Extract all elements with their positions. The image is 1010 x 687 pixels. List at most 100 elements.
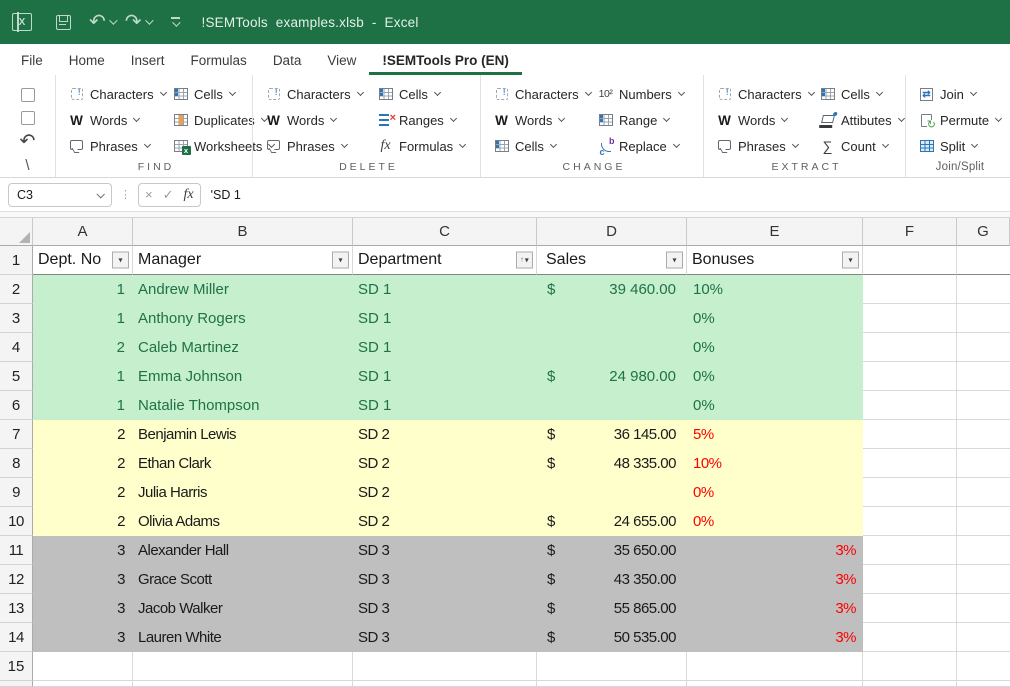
empty-cell[interactable] bbox=[863, 594, 957, 623]
change-replace-button[interactable]: Replace bbox=[593, 133, 688, 159]
department-cell[interactable]: SD 3 bbox=[353, 536, 537, 565]
empty-cell[interactable] bbox=[957, 507, 1010, 536]
empty-cell[interactable] bbox=[353, 681, 537, 687]
department-cell[interactable]: SD 1 bbox=[353, 362, 537, 391]
manager-cell[interactable]: Grace Scott bbox=[133, 565, 353, 594]
bonus-cell[interactable]: 0% bbox=[687, 478, 863, 507]
dept-no-cell[interactable]: 1 bbox=[33, 304, 133, 333]
empty-cell[interactable] bbox=[863, 478, 957, 507]
undo-button[interactable]: ↶ bbox=[89, 7, 118, 37]
bonus-cell[interactable]: 0% bbox=[687, 333, 863, 362]
bonus-cell[interactable]: 5% bbox=[687, 420, 863, 449]
cancel-icon[interactable]: × bbox=[145, 187, 153, 202]
manager-cell[interactable]: Emma Johnson bbox=[133, 362, 353, 391]
empty-cell[interactable] bbox=[957, 246, 1010, 275]
extract-cells-button[interactable]: Cells bbox=[815, 81, 908, 107]
extract-attibutes-button[interactable]: Attibutes bbox=[815, 107, 908, 133]
empty-cell[interactable] bbox=[863, 652, 957, 681]
formula-input[interactable]: 'SD 1 bbox=[210, 187, 241, 202]
change-words-button[interactable]: W Words bbox=[489, 107, 593, 133]
row-header[interactable]: 12 bbox=[0, 565, 33, 594]
empty-cell[interactable] bbox=[353, 652, 537, 681]
sales-cell[interactable] bbox=[537, 333, 687, 362]
bonus-cell[interactable]: 10% bbox=[687, 275, 863, 304]
backslash-button[interactable]: \ bbox=[0, 154, 55, 178]
sales-cell[interactable]: $36 145.00 bbox=[537, 420, 687, 449]
manager-cell[interactable]: Natalie Thompson bbox=[133, 391, 353, 420]
row-header[interactable]: 2 bbox=[0, 275, 33, 304]
dept-no-cell[interactable]: 2 bbox=[33, 420, 133, 449]
row-header[interactable]: 8 bbox=[0, 449, 33, 478]
bonus-cell[interactable]: 3% bbox=[687, 623, 863, 652]
manager-header-cell[interactable]: Manager bbox=[133, 246, 353, 275]
row-header[interactable]: 13 bbox=[0, 594, 33, 623]
dept-no-cell[interactable]: 2 bbox=[33, 507, 133, 536]
row-header[interactable]: 9 bbox=[0, 478, 33, 507]
dept-no-cell[interactable]: 3 bbox=[33, 536, 133, 565]
manager-cell[interactable]: Jacob Walker bbox=[133, 594, 353, 623]
tab-semtools-pro[interactable]: !SEMTools Pro (EN) bbox=[369, 47, 522, 75]
column-header-e[interactable]: E bbox=[687, 218, 863, 246]
empty-cell[interactable] bbox=[957, 478, 1010, 507]
delete-characters-button[interactable]: Characters bbox=[261, 81, 373, 107]
change-numbers-button[interactable]: 10² Numbers bbox=[593, 81, 688, 107]
empty-cell[interactable] bbox=[957, 536, 1010, 565]
column-header-f[interactable]: F bbox=[863, 218, 957, 246]
tab-insert[interactable]: Insert bbox=[130, 53, 165, 68]
sales-cell[interactable]: $50 535.00 bbox=[537, 623, 687, 652]
sales-cell[interactable]: $35 650.00 bbox=[537, 536, 687, 565]
find-duplicates-button[interactable]: Duplicates bbox=[168, 107, 278, 133]
tab-file[interactable]: File bbox=[21, 53, 43, 68]
empty-cell[interactable] bbox=[133, 681, 353, 687]
delete-cells-button[interactable]: Cells bbox=[373, 81, 469, 107]
empty-cell[interactable] bbox=[957, 362, 1010, 391]
empty-cell[interactable] bbox=[957, 391, 1010, 420]
split-button[interactable]: Split bbox=[914, 133, 1005, 159]
manager-cell[interactable]: Benjamin Lewis bbox=[133, 420, 353, 449]
extract-count-button[interactable]: ∑ Count bbox=[815, 133, 908, 159]
row-header[interactable]: 15 bbox=[0, 652, 33, 681]
empty-cell[interactable] bbox=[957, 420, 1010, 449]
empty-cell[interactable] bbox=[863, 391, 957, 420]
filter-icon[interactable] bbox=[332, 251, 349, 269]
delete-ranges-button[interactable]: Ranges bbox=[373, 107, 469, 133]
department-cell[interactable]: SD 2 bbox=[353, 449, 537, 478]
empty-cell[interactable] bbox=[537, 652, 687, 681]
row-header[interactable]: 3 bbox=[0, 304, 33, 333]
empty-cell[interactable] bbox=[863, 681, 957, 687]
empty-cell[interactable] bbox=[863, 449, 957, 478]
department-cell[interactable]: SD 1 bbox=[353, 391, 537, 420]
tab-data[interactable]: Data bbox=[272, 53, 302, 68]
row-header[interactable]: 4 bbox=[0, 333, 33, 362]
sales-cell[interactable]: $43 350.00 bbox=[537, 565, 687, 594]
dept-no-cell[interactable]: 2 bbox=[33, 449, 133, 478]
empty-cell[interactable] bbox=[863, 420, 957, 449]
manager-cell[interactable]: Lauren White bbox=[133, 623, 353, 652]
find-words-button[interactable]: W Words bbox=[64, 107, 168, 133]
sales-cell[interactable]: $39 460.00 bbox=[537, 275, 687, 304]
find-cells-button[interactable]: Cells bbox=[168, 81, 278, 107]
dept-no-cell[interactable]: 2 bbox=[33, 478, 133, 507]
tab-view[interactable]: View bbox=[327, 53, 357, 68]
find-phrases-button[interactable]: Phrases bbox=[64, 133, 168, 159]
filter-icon[interactable] bbox=[112, 251, 129, 269]
manager-cell[interactable]: Alexander Hall bbox=[133, 536, 353, 565]
bonuses-header-cell[interactable]: Bonuses bbox=[687, 246, 863, 275]
empty-cell[interactable] bbox=[957, 594, 1010, 623]
department-cell[interactable]: SD 3 bbox=[353, 623, 537, 652]
department-cell[interactable]: SD 1 bbox=[353, 304, 537, 333]
find-worksheets-button[interactable]: Worksheets bbox=[168, 133, 278, 159]
tab-formulas[interactable]: Formulas bbox=[190, 53, 247, 68]
manager-cell[interactable]: Julia Harris bbox=[133, 478, 353, 507]
extract-phrases-button[interactable]: Phrases bbox=[712, 133, 815, 159]
manager-cell[interactable]: Andrew Miller bbox=[133, 275, 353, 304]
dept-no-cell[interactable]: 3 bbox=[33, 594, 133, 623]
save-button[interactable] bbox=[32, 7, 71, 37]
department-cell[interactable]: SD 3 bbox=[353, 565, 537, 594]
bonus-cell[interactable]: 0% bbox=[687, 507, 863, 536]
row-header[interactable]: 10 bbox=[0, 507, 33, 536]
dept-no-cell[interactable]: 1 bbox=[33, 362, 133, 391]
dept-no-header-cell[interactable]: Dept. No bbox=[33, 246, 133, 275]
sales-cell[interactable] bbox=[537, 304, 687, 333]
extract-words-button[interactable]: W Words bbox=[712, 107, 815, 133]
